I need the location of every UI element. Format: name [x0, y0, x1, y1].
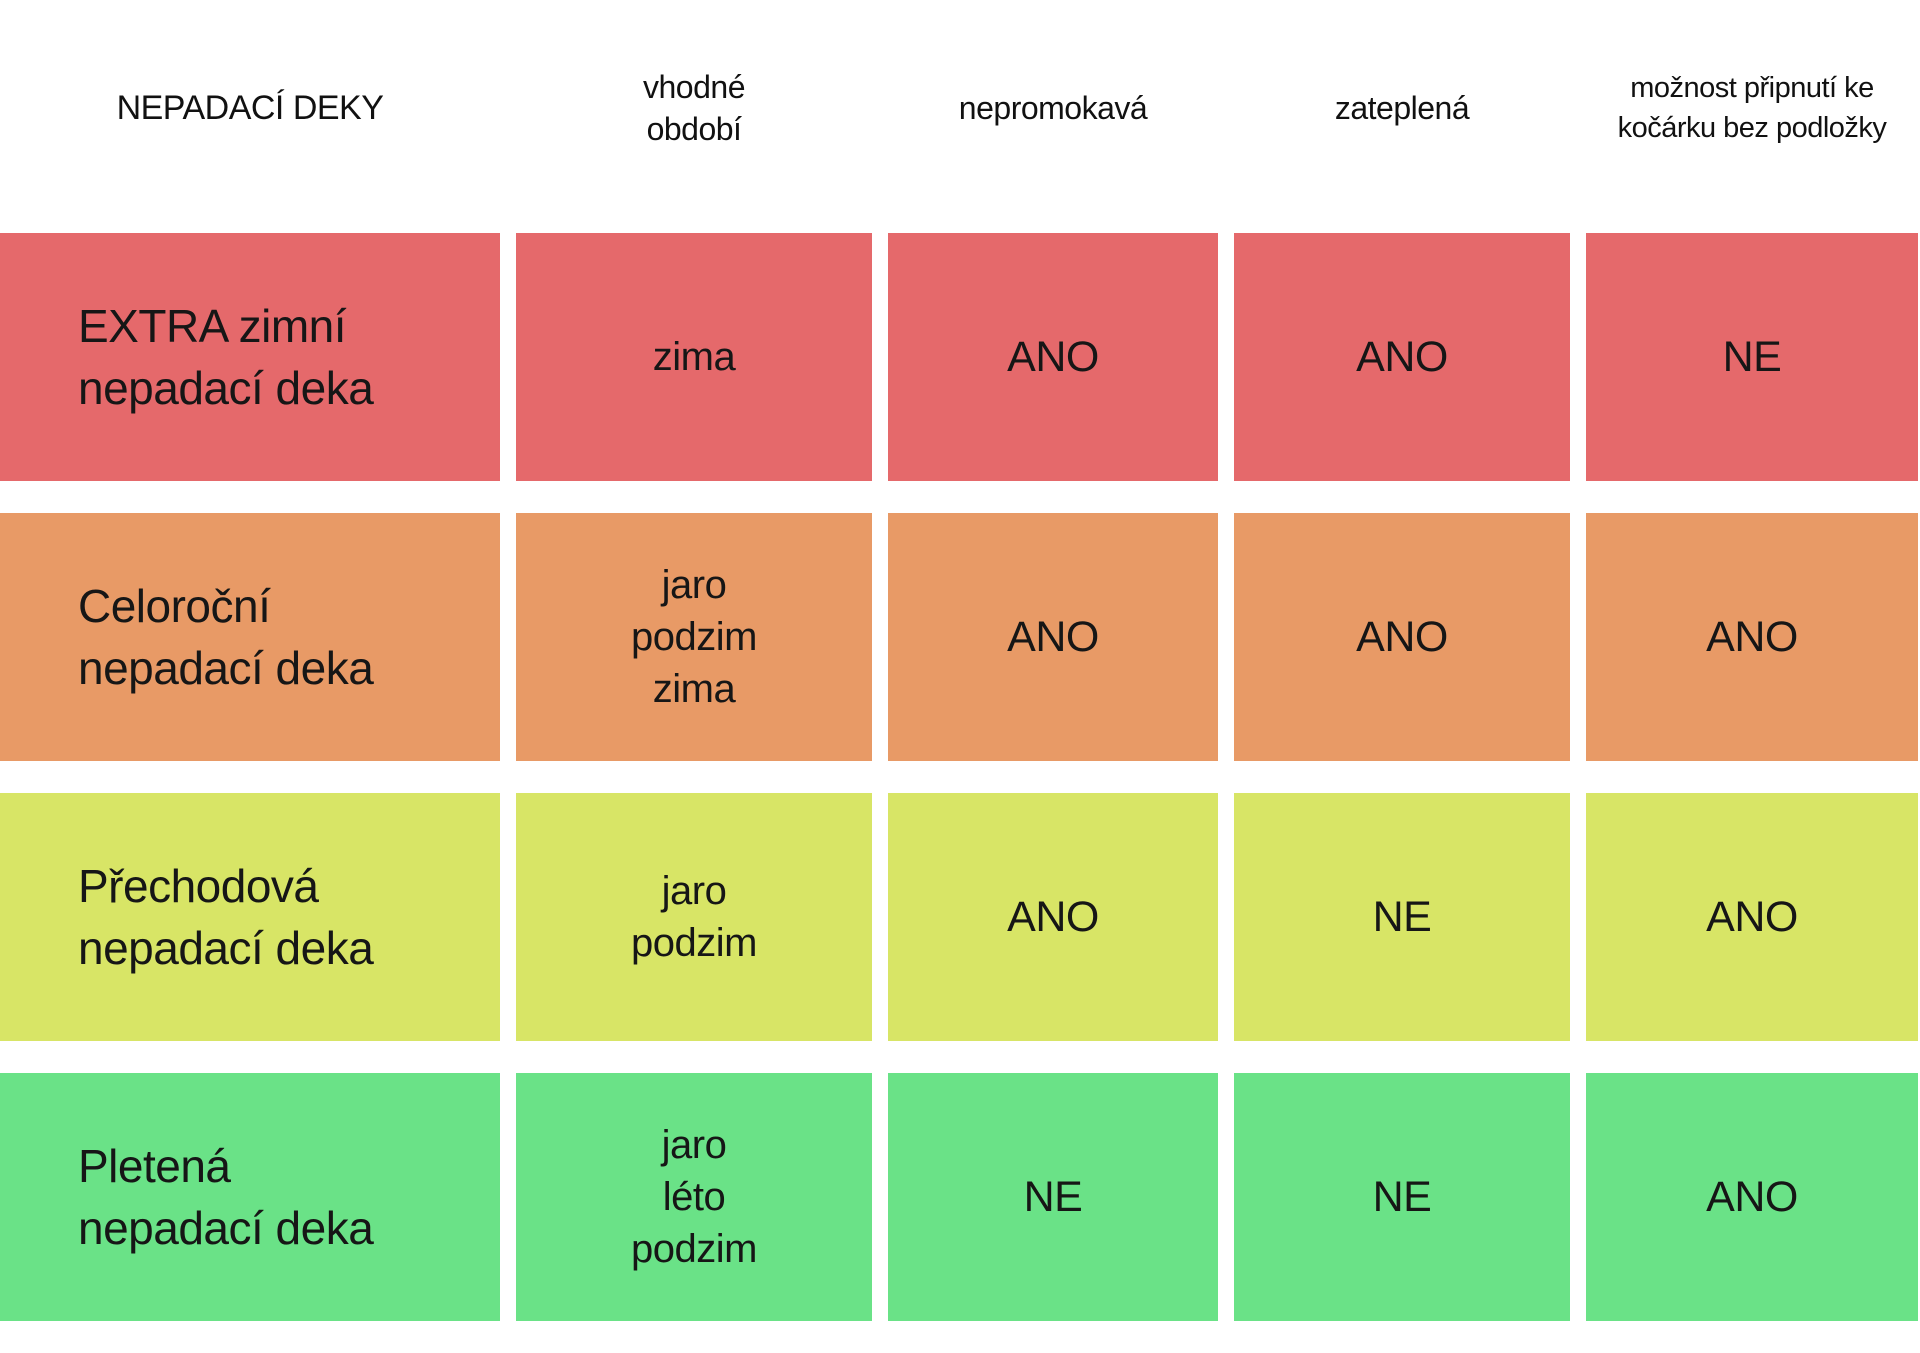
- season-line: jaro: [661, 563, 727, 607]
- insulated-value-cell: ANO: [1234, 233, 1570, 481]
- product-name-line: Přechodová: [78, 860, 319, 912]
- stroller-attach-value-cell: ANO: [1586, 1073, 1918, 1321]
- product-name-cell: Pletená nepadací deka: [0, 1073, 500, 1321]
- insulated-value-cell: NE: [1234, 1073, 1570, 1321]
- season-cell: jaro léto podzim: [516, 1073, 872, 1321]
- season-cell: zima: [516, 233, 872, 481]
- season-line: léto: [662, 1175, 726, 1219]
- stroller-attach-value-cell: NE: [1586, 233, 1918, 481]
- waterproof-value-cell: ANO: [888, 513, 1218, 761]
- product-name-line: Celoroční: [78, 580, 271, 632]
- season-line: jaro: [661, 1123, 727, 1167]
- product-name-line: EXTRA zimní: [78, 300, 347, 352]
- column-header-product: NEPADACÍ DEKY: [0, 0, 500, 201]
- column-header-waterproof: nepromokavá: [888, 0, 1218, 201]
- column-header-season-label: vhodné období: [643, 68, 745, 147]
- insulated-value-cell: ANO: [1234, 513, 1570, 761]
- product-name-line: nepadací deka: [78, 642, 374, 694]
- insulated-value-cell: NE: [1234, 793, 1570, 1041]
- product-name-cell: EXTRA zimní nepadací deka: [0, 233, 500, 481]
- product-name-cell: Celoroční nepadací deka: [0, 513, 500, 761]
- season-cell: jaro podzim zima: [516, 513, 872, 761]
- column-header-season: vhodné období: [516, 0, 872, 201]
- column-header-stroller-attach-label: možnost připnutí ke kočárku bez podložky: [1617, 72, 1887, 144]
- column-header-insulated: zateplená: [1234, 0, 1570, 201]
- product-name-line: nepadací deka: [78, 362, 374, 414]
- season-line: podzim: [631, 1227, 757, 1271]
- waterproof-value-cell: NE: [888, 1073, 1218, 1321]
- column-header-stroller-attach: možnost připnutí ke kočárku bez podložky: [1586, 0, 1918, 201]
- product-name-cell: Přechodová nepadací deka: [0, 793, 500, 1041]
- product-name-line: nepadací deka: [78, 1202, 374, 1254]
- season-cell: jaro podzim: [516, 793, 872, 1041]
- waterproof-value-cell: ANO: [888, 793, 1218, 1041]
- stroller-attach-value-cell: ANO: [1586, 793, 1918, 1041]
- season-line: jaro: [661, 869, 727, 913]
- season-line: zima: [652, 335, 736, 379]
- product-name-line: nepadací deka: [78, 922, 374, 974]
- season-line: podzim: [631, 615, 757, 659]
- blanket-comparison-table: NEPADACÍ DEKY vhodné období nepromokavá …: [0, 0, 1918, 1321]
- stroller-attach-value-cell: ANO: [1586, 513, 1918, 761]
- waterproof-value-cell: ANO: [888, 233, 1218, 481]
- season-line: podzim: [631, 921, 757, 965]
- season-line: zima: [652, 667, 736, 711]
- product-name-line: Pletená: [78, 1140, 231, 1192]
